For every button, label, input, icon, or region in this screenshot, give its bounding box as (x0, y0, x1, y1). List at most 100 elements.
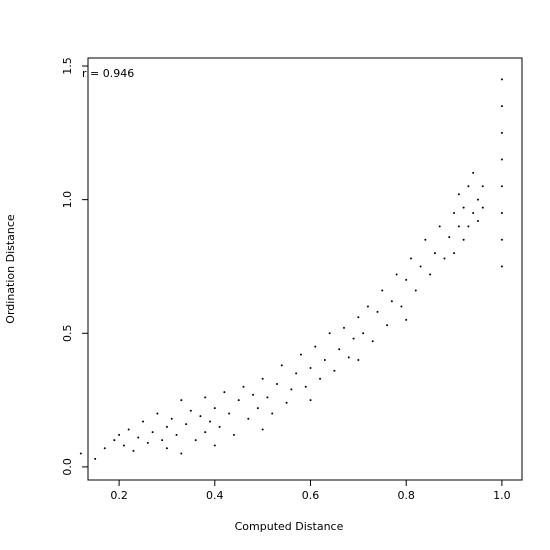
point (500, 131, 503, 134)
point (409, 257, 412, 260)
point (247, 417, 250, 420)
point (448, 236, 451, 239)
point (429, 273, 432, 276)
point (146, 441, 149, 444)
point (453, 252, 456, 255)
point (366, 305, 369, 308)
point (357, 359, 360, 362)
point (338, 348, 341, 351)
point (252, 393, 255, 396)
point (395, 273, 398, 276)
point (500, 238, 503, 241)
point (433, 252, 436, 255)
point (309, 367, 312, 370)
point (161, 439, 164, 442)
point (266, 396, 269, 399)
point (180, 452, 183, 455)
point (414, 289, 417, 292)
point (280, 364, 283, 367)
point (218, 425, 221, 428)
point (467, 225, 470, 228)
point (328, 332, 331, 335)
point (295, 372, 298, 375)
point (500, 105, 503, 108)
point (443, 257, 446, 260)
point (405, 318, 408, 321)
point (242, 385, 245, 388)
point (261, 428, 264, 431)
point (151, 431, 154, 434)
point (323, 359, 326, 362)
point (476, 220, 479, 223)
point (500, 212, 503, 215)
point (204, 396, 207, 399)
point (223, 391, 226, 394)
point (180, 399, 183, 402)
x-tick-label: 0.8 (397, 489, 415, 502)
point (472, 212, 475, 215)
point (462, 206, 465, 209)
point (103, 447, 106, 450)
point (256, 407, 259, 410)
y-tick-label: 0.5 (61, 325, 74, 343)
point (314, 345, 317, 348)
point (261, 377, 264, 380)
point (175, 433, 178, 436)
point (118, 433, 121, 436)
x-axis-label: Computed Distance (235, 520, 344, 533)
point (357, 316, 360, 319)
point (352, 337, 355, 340)
point (333, 369, 336, 372)
point (371, 340, 374, 343)
x-tick-label: 1.0 (493, 489, 511, 502)
point (376, 310, 379, 313)
point (476, 198, 479, 201)
point (390, 300, 393, 303)
point (170, 417, 173, 420)
x-tick-label: 0.4 (206, 489, 224, 502)
point (342, 326, 345, 329)
point (79, 452, 82, 455)
point (472, 171, 475, 174)
point (319, 377, 322, 380)
point (237, 399, 240, 402)
point (500, 158, 503, 161)
point (500, 185, 503, 188)
point (194, 439, 197, 442)
point (209, 420, 212, 423)
x-tick-label: 0.6 (302, 489, 320, 502)
point (137, 436, 140, 439)
point (199, 415, 202, 418)
point (290, 388, 293, 391)
y-tick-label: 1.0 (61, 191, 74, 209)
point (271, 412, 274, 415)
point (462, 238, 465, 241)
y-axis-label: Ordination Distance (4, 214, 17, 324)
point (285, 401, 288, 404)
point (424, 238, 427, 241)
point (481, 185, 484, 188)
point (185, 423, 188, 426)
point (453, 212, 456, 215)
point (127, 428, 130, 431)
point (228, 412, 231, 415)
point (381, 289, 384, 292)
point (405, 278, 408, 281)
point (299, 353, 302, 356)
point (362, 332, 365, 335)
annotation: r = 0.946 (82, 67, 134, 80)
point (500, 265, 503, 268)
point (276, 383, 279, 386)
point (165, 425, 168, 428)
point (419, 265, 422, 268)
point (189, 409, 192, 412)
point (132, 449, 135, 452)
point (481, 206, 484, 209)
x-tick-label: 0.2 (110, 489, 128, 502)
point (142, 420, 145, 423)
point (122, 444, 125, 447)
point (204, 431, 207, 434)
point (347, 356, 350, 359)
